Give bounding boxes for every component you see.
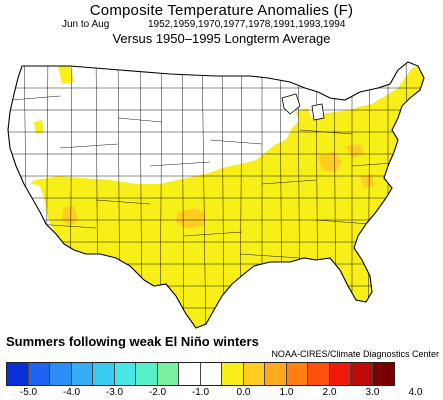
legend-swatch — [71, 363, 93, 385]
legend-ticks: -5.0-4.0-3.0-2.0-1.00.01.02.03.04.05.0 — [0, 387, 443, 399]
legend-swatch — [286, 363, 308, 385]
legend-swatch — [136, 363, 158, 385]
legend-swatch — [7, 363, 29, 385]
years-list: 1952,1959,1970,1977,1978,1991,1993,1994 — [148, 19, 346, 30]
division-lines — [8, 62, 424, 328]
season-label: Jun to Aug — [62, 19, 110, 30]
color-legend — [6, 362, 395, 386]
legend-swatch — [222, 363, 244, 385]
map-title: Composite Temperature Anomalies (F) — [89, 2, 354, 19]
legend-swatch — [308, 363, 330, 385]
anomaly-patch-idaho — [34, 120, 44, 134]
legend-tick-label: 3.0 — [365, 387, 380, 398]
legend-tick-label: 0.0 — [236, 387, 251, 398]
legend-swatch — [372, 363, 394, 385]
anomaly-warm-ohio — [318, 152, 342, 172]
great-lakes — [281, 93, 325, 121]
legend-swatch — [28, 363, 50, 385]
legend-swatch — [200, 363, 222, 385]
legend-swatch — [265, 363, 287, 385]
legend-swatch — [157, 363, 179, 385]
anomaly-warm-virginia — [360, 174, 374, 188]
legend-tick-label: -5.0 — [19, 387, 38, 398]
legend-swatch — [114, 363, 136, 385]
legend-tick-label: 1.0 — [279, 387, 294, 398]
baseline-label: Versus 1950–1995 Longterm Average — [112, 31, 331, 46]
credit-label: NOAA-CIRES/Climate Diagnostics Center — [271, 349, 439, 359]
legend-swatch — [351, 363, 373, 385]
legend-swatch — [50, 363, 72, 385]
anomaly-patch-washington — [58, 66, 74, 84]
map-caption: Summers following weak El Niño winters — [6, 334, 259, 349]
anomaly-patch-michigan — [296, 108, 312, 124]
legend-tick-label: 2.0 — [322, 387, 337, 398]
legend-tick-label: -2.0 — [148, 387, 167, 398]
anomaly-warm-pennsylvania — [346, 144, 364, 158]
legend-swatch — [179, 363, 201, 385]
us-climate-division-map — [7, 61, 425, 329]
anomaly-warm-arizona — [62, 206, 78, 226]
legend-tick-label: -1.0 — [191, 387, 210, 398]
anomaly-warm-oklahoma — [176, 208, 206, 228]
legend-tick-label: 4.0 — [408, 387, 423, 398]
legend-swatch — [329, 363, 351, 385]
legend-swatch — [243, 363, 265, 385]
legend-tick-label: -4.0 — [62, 387, 81, 398]
legend-swatch — [93, 363, 115, 385]
legend-tick-label: -3.0 — [105, 387, 124, 398]
